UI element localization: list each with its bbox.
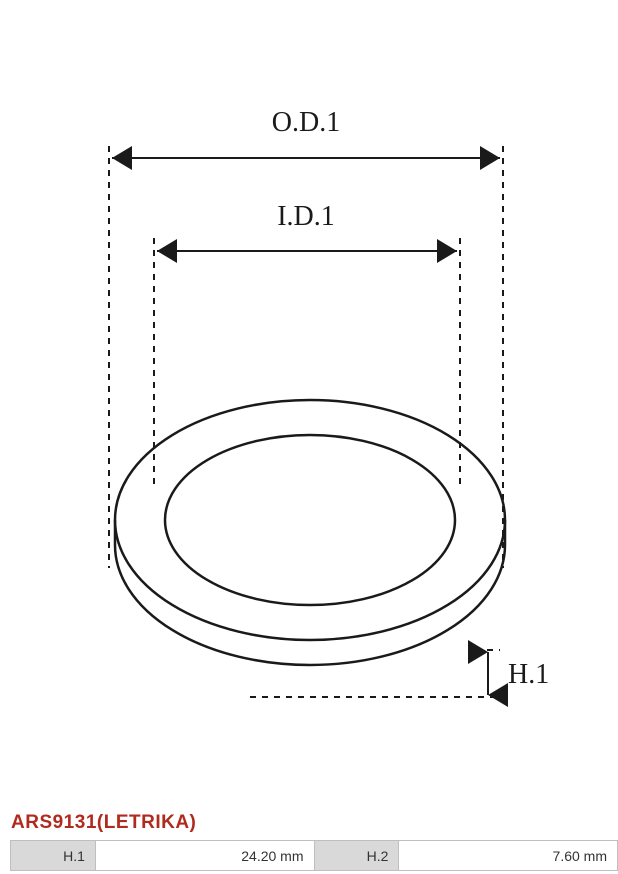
id1-label: I.D.1 xyxy=(277,201,335,232)
od1-label: O.D.1 xyxy=(272,107,340,138)
ring-shape xyxy=(115,400,505,665)
dimension-diagram: O.D.1 I.D.1 H.1 xyxy=(0,0,618,800)
part-number-title: ARS9131(LETRIKA) xyxy=(11,812,196,834)
spec-value: 24.20 mm xyxy=(95,841,314,871)
spec-label: H.2 xyxy=(314,841,399,871)
h1-label: H.1 xyxy=(508,659,549,690)
spec-label: H.1 xyxy=(11,841,96,871)
spec-table: H.1 24.20 mm H.2 7.60 mm xyxy=(10,840,618,871)
table-row: H.1 24.20 mm H.2 7.60 mm xyxy=(11,841,618,871)
spec-value: 7.60 mm xyxy=(399,841,618,871)
